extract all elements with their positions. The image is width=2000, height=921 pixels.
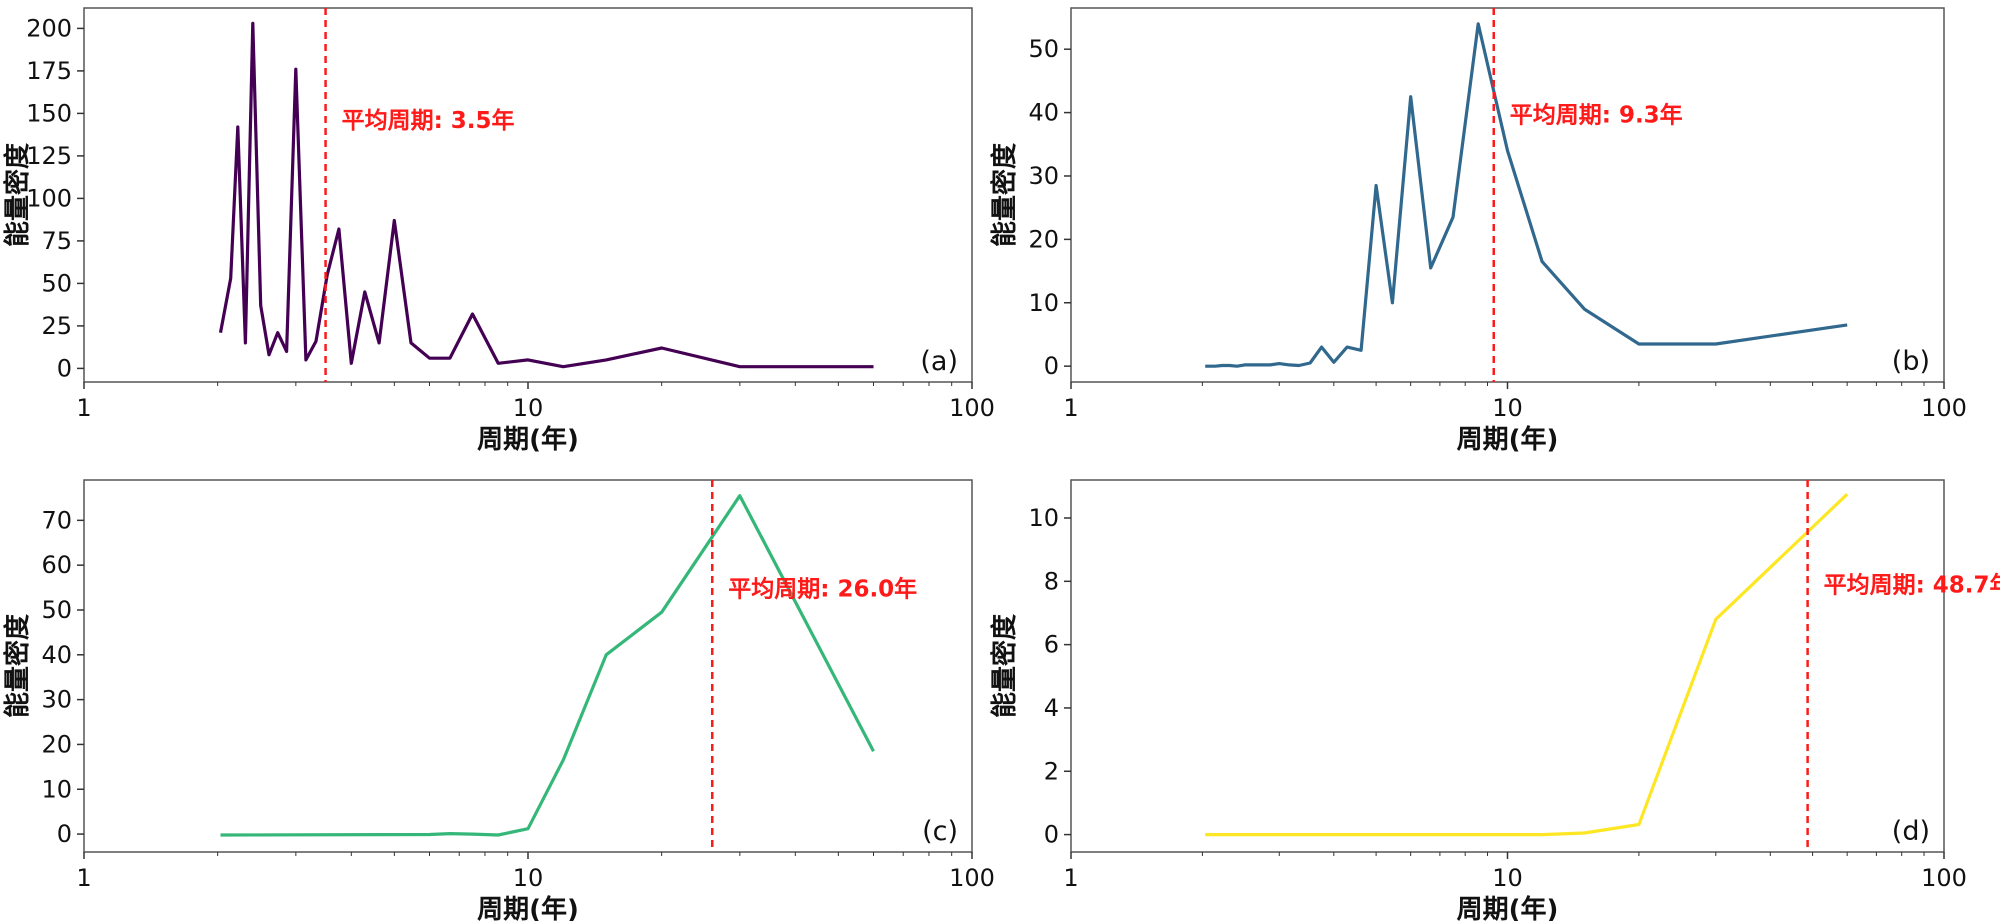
y-tick-label: 10 (41, 775, 72, 803)
y-tick-label: 70 (41, 506, 72, 534)
y-axis-title: 能量密度 (989, 143, 1020, 247)
y-tick-label: 40 (1028, 99, 1059, 127)
y-tick-label: 50 (41, 269, 72, 297)
plot-frame (1070, 479, 1945, 853)
panel-label: (a) (920, 346, 958, 377)
y-tick-label: 25 (41, 312, 72, 340)
y-tick-label: 2 (1044, 757, 1059, 785)
x-tick-label: 10 (1492, 394, 1523, 422)
x-tick-label: 1 (1063, 394, 1078, 422)
panel-label: (c) (922, 816, 958, 847)
chart-panel-2: 1 10 100 0 10 20 30 40 50 周期(年) 能量密度 平均周期: 9.3年 (b) (989, 7, 1967, 455)
series-line (220, 494, 875, 837)
y-tick-label: 4 (1044, 694, 1059, 722)
y-tick-label: 60 (41, 551, 72, 579)
y-tick-label: 175 (26, 57, 72, 85)
chart-panel-3: 1 10 100 0 10 20 30 40 50 60 70 周期(年) 能量密度 平均周期: 26.0… (2, 479, 995, 921)
y-tick-label: 30 (1028, 162, 1059, 190)
x-axis-title: 周期(年) (1457, 894, 1559, 921)
y-tick-label: 75 (41, 227, 72, 255)
plot-frame (1070, 7, 1945, 383)
mean-period-annotation: 平均周期: 26.0年 (728, 575, 917, 602)
x-tick-label: 100 (1921, 864, 1967, 892)
series-line (1205, 493, 1849, 837)
series-line (218, 21, 874, 369)
series-line (1205, 22, 1848, 368)
y-tick-label: 10 (1028, 289, 1059, 317)
x-tick-label: 10 (1492, 864, 1523, 892)
mean-period-annotation: 平均周期: 9.3年 (1510, 101, 1683, 128)
y-tick-label: 6 (1044, 631, 1059, 659)
plot-frame (83, 479, 973, 853)
y-tick-label: 100 (26, 184, 72, 212)
y-tick-label: 8 (1044, 567, 1059, 595)
y-tick-label: 200 (26, 14, 72, 42)
y-tick-label: 0 (1044, 352, 1059, 380)
chart-panel-1: 1 10 100 0 25 50 75 100 125 150 175 200 周期(年) 能量密度 平均周… (2, 7, 995, 455)
y-axis-title: 能量密度 (989, 614, 1020, 718)
y-tick-label: 0 (57, 354, 72, 382)
panel-label: (d) (1892, 816, 1930, 847)
x-tick-label: 10 (513, 864, 544, 892)
y-tick-label: 0 (57, 820, 72, 848)
x-axis-title: 周期(年) (477, 894, 579, 921)
y-tick-label: 10 (1028, 504, 1059, 532)
x-tick-label: 100 (949, 864, 995, 892)
x-tick-label: 1 (1063, 864, 1078, 892)
panel-label: (b) (1892, 346, 1930, 377)
y-tick-label: 125 (26, 142, 72, 170)
x-tick-label: 10 (513, 394, 544, 422)
y-tick-label: 0 (1044, 821, 1059, 849)
y-tick-label: 20 (41, 730, 72, 758)
y-axis-title: 能量密度 (2, 143, 33, 247)
x-axis-title: 周期(年) (1457, 424, 1559, 455)
y-tick-label: 50 (41, 596, 72, 624)
x-tick-label: 100 (949, 394, 995, 422)
y-tick-label: 150 (26, 99, 72, 127)
mean-period-annotation: 平均周期: 3.5年 (342, 107, 515, 134)
x-tick-label: 1 (76, 864, 91, 892)
y-tick-label: 50 (1028, 35, 1059, 63)
y-axis-title: 能量密度 (2, 614, 33, 718)
x-tick-label: 1 (76, 394, 91, 422)
y-tick-label: 20 (1028, 225, 1059, 253)
plot-frame (83, 7, 973, 383)
x-axis-title: 周期(年) (477, 424, 579, 455)
mean-period-annotation: 平均周期: 48.7年 (1824, 571, 2000, 598)
x-tick-label: 100 (1921, 394, 1967, 422)
y-tick-label: 30 (41, 686, 72, 714)
y-tick-label: 40 (41, 641, 72, 669)
